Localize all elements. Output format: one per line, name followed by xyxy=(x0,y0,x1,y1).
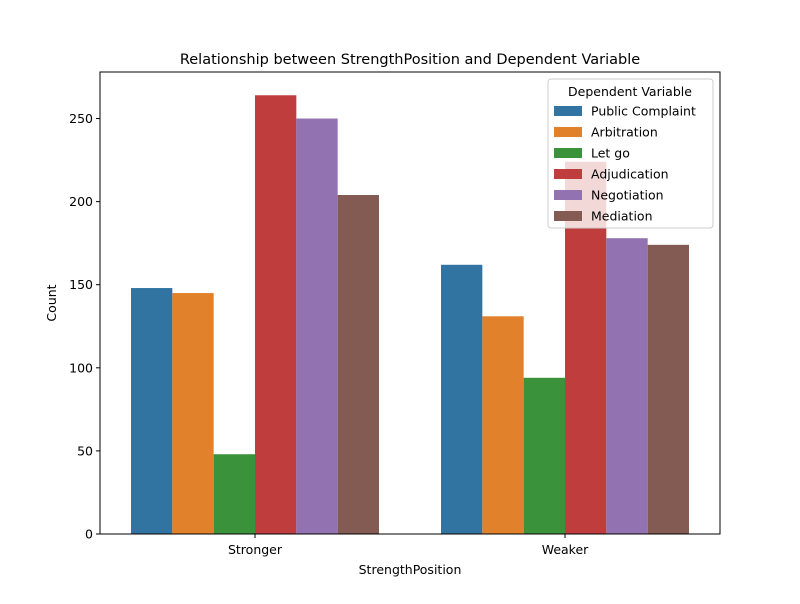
bar-arbitration-stronger xyxy=(172,293,214,534)
plot-area xyxy=(99,71,721,535)
legend-swatch-negotiation xyxy=(554,190,582,200)
y-tick-label: 50 xyxy=(77,443,93,458)
y-axis-label: Count xyxy=(44,284,59,321)
legend-label-public-complaint: Public Complaint xyxy=(591,104,696,119)
x-axis-label: StrengthPosition xyxy=(359,562,462,577)
bar-arbitration-weaker xyxy=(482,316,524,534)
legend-swatch-public-complaint xyxy=(554,106,582,116)
bar-negotiation-stronger xyxy=(296,118,338,534)
legend-swatch-let-go xyxy=(554,148,582,158)
bar-negotiation-weaker xyxy=(606,238,648,534)
chart-title: Relationship between StrengthPosition an… xyxy=(180,52,640,68)
x-axis: Stronger Weaker xyxy=(228,534,589,557)
plot-frame xyxy=(99,71,721,535)
legend-items: Public Complaint Arbitration Let go Adjudic… xyxy=(554,104,696,224)
bar-mediation-weaker xyxy=(647,244,689,534)
legend-box xyxy=(547,78,714,229)
y-tick-label: 150 xyxy=(69,277,93,292)
y-tick-label: 200 xyxy=(69,194,93,209)
y-tick-label: 250 xyxy=(69,111,93,126)
bar-public-complaint-stronger xyxy=(131,288,173,534)
bar-adjudication-stronger xyxy=(255,95,297,535)
bar-let-go-weaker xyxy=(523,377,565,534)
legend-title: Dependent Variable xyxy=(568,84,692,99)
legend: Dependent Variable Public Complaint Arbit… xyxy=(547,78,714,229)
y-tick-label: 0 xyxy=(85,527,93,542)
bar-let-go-stronger xyxy=(213,454,255,534)
bar-public-complaint-weaker xyxy=(441,264,483,534)
bars-group xyxy=(131,95,689,535)
legend-label-arbitration: Arbitration xyxy=(591,125,658,140)
y-tick-label: 100 xyxy=(69,360,93,375)
legend-swatch-mediation xyxy=(554,211,582,221)
legend-swatch-arbitration xyxy=(554,127,582,137)
legend-swatch-adjudication xyxy=(554,169,582,179)
legend-label-mediation: Mediation xyxy=(591,209,653,224)
legend-label-negotiation: Negotiation xyxy=(591,188,664,203)
legend-label-let-go: Let go xyxy=(591,146,630,161)
x-tick-label: Weaker xyxy=(542,542,589,557)
y-axis: 0 50 100 150 200 250 xyxy=(69,111,100,542)
bar-mediation-stronger xyxy=(337,194,379,534)
x-tick-label: Stronger xyxy=(228,542,283,557)
legend-label-adjudication: Adjudication xyxy=(591,167,669,182)
